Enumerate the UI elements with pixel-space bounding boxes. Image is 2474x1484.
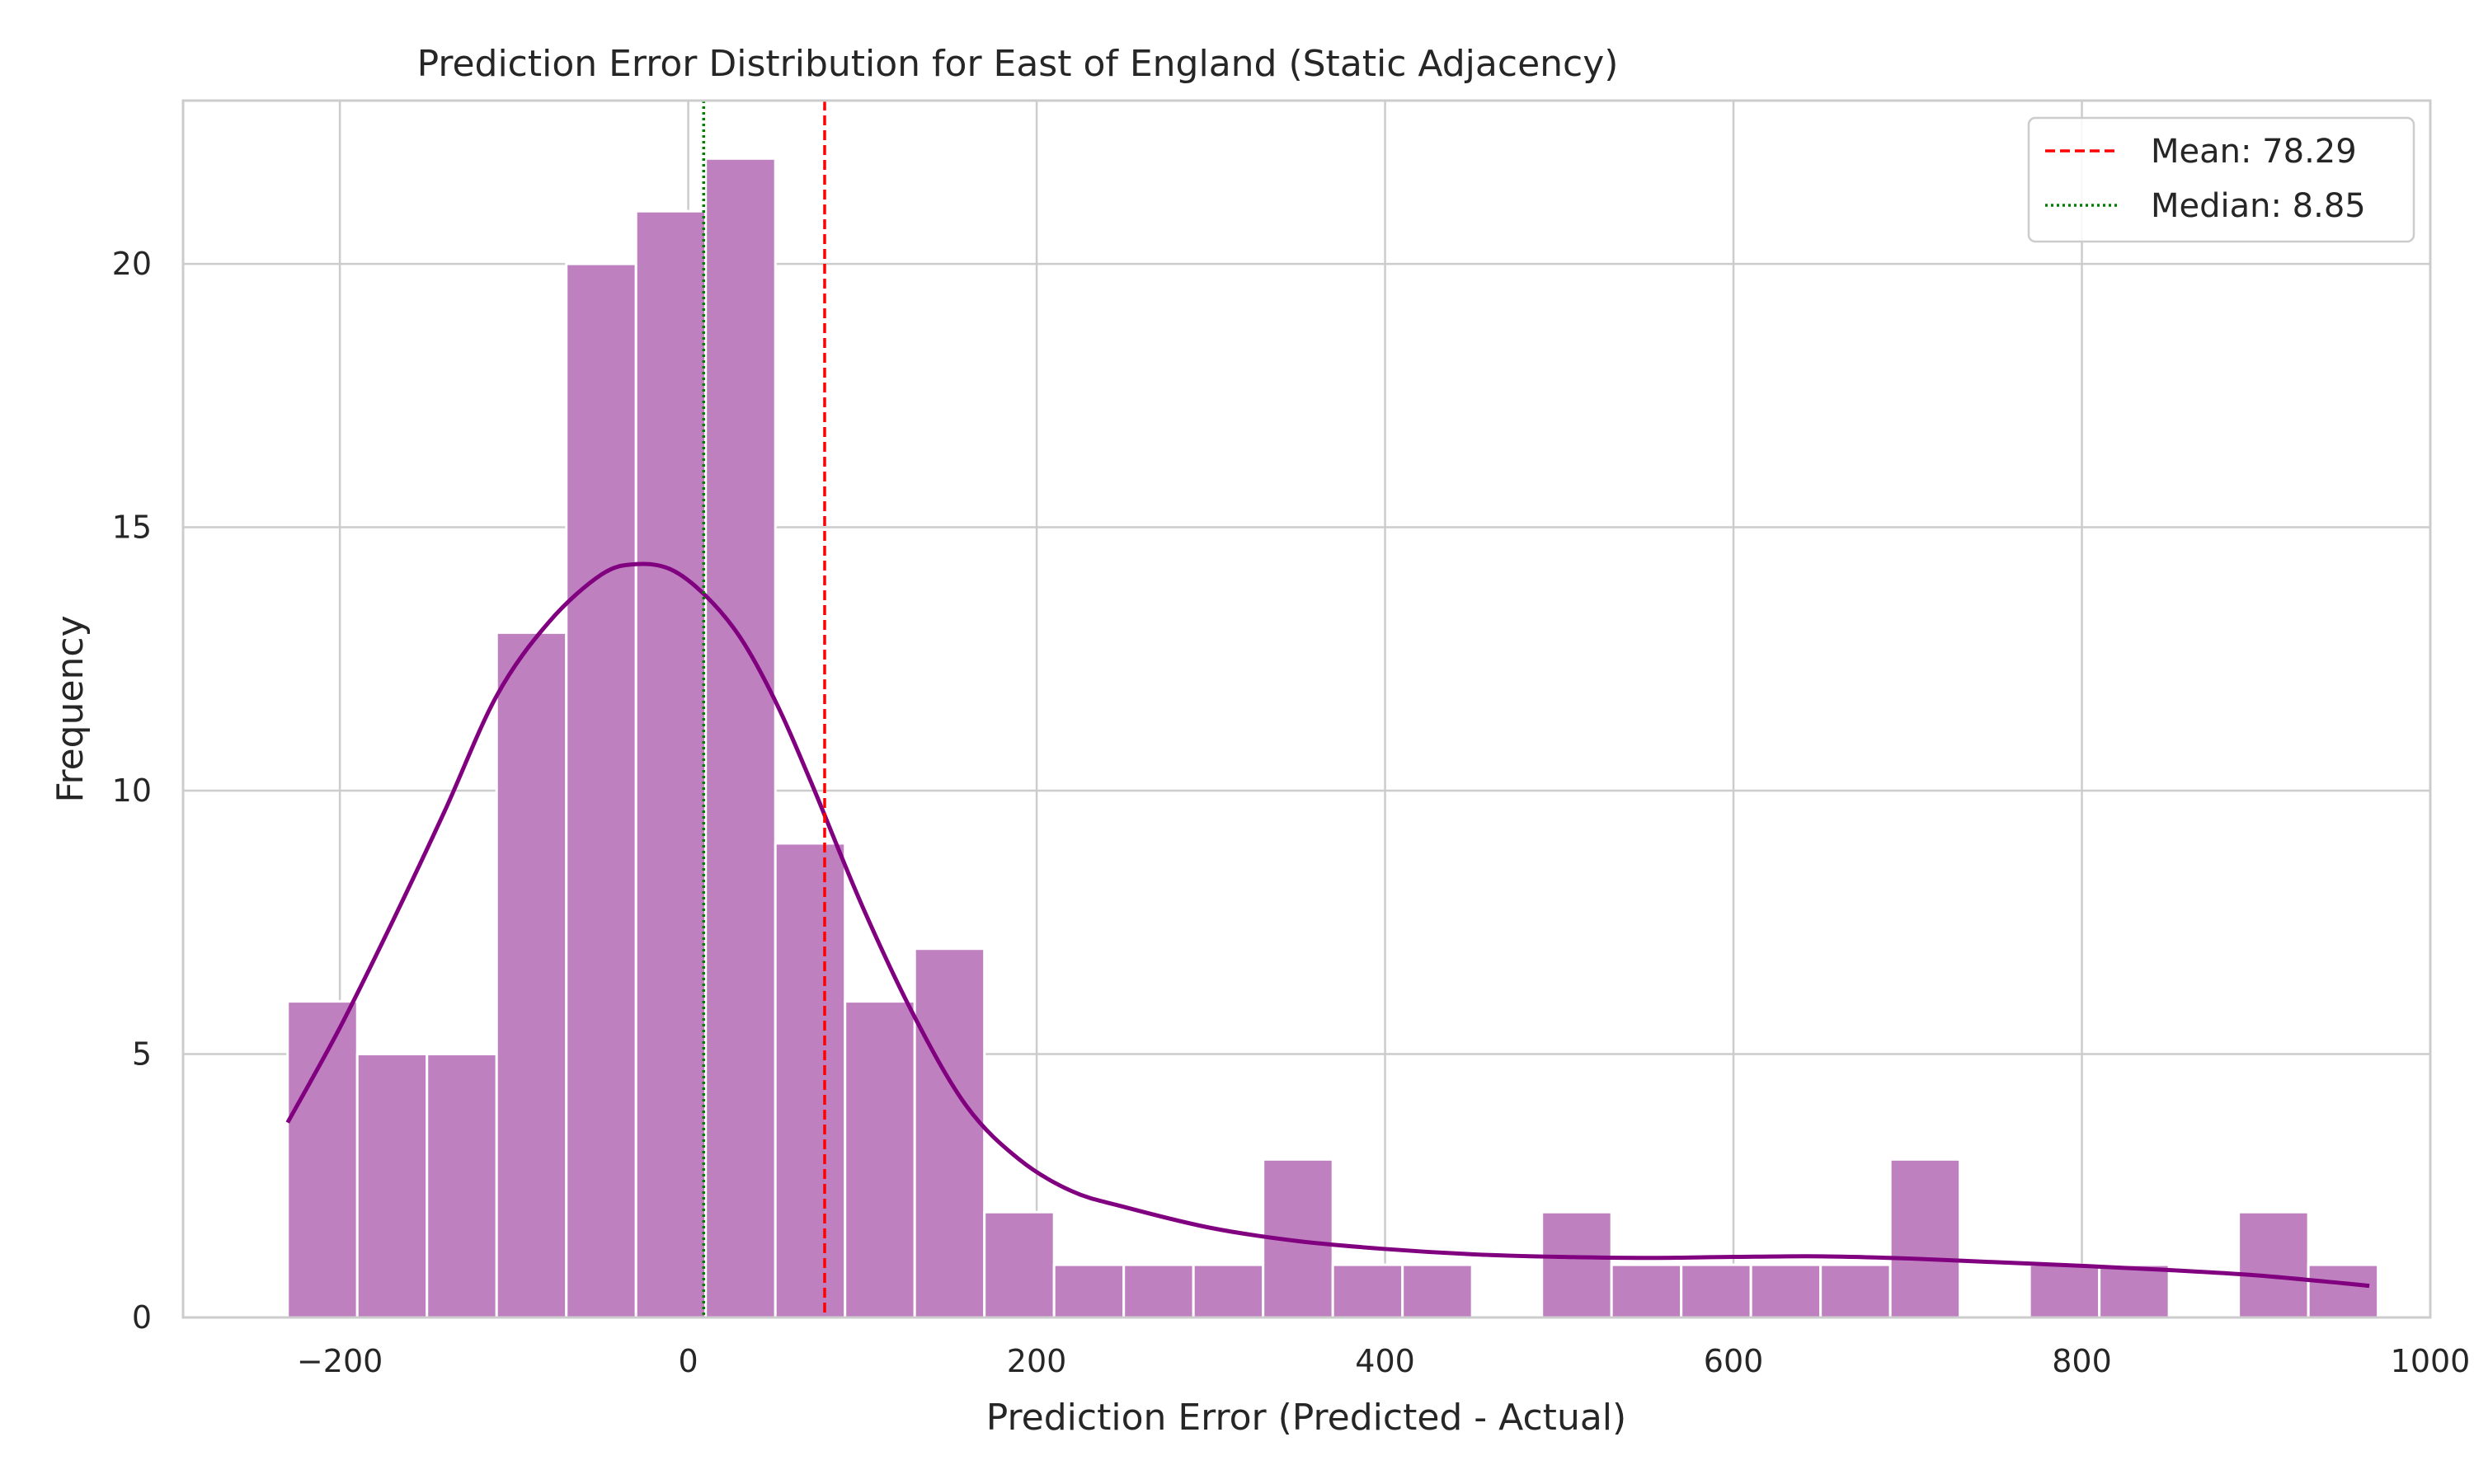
histogram-bar (1680, 1263, 1752, 1319)
x-tick-labels: −200 0 200 400 600 800 1000 (297, 1343, 2470, 1379)
histogram-bar (634, 209, 708, 1319)
chart-title: Prediction Error Distribution for East o… (417, 43, 1619, 85)
histogram-bar (1122, 1263, 1195, 1319)
histogram-bar (286, 1000, 359, 1319)
x-tick-label: 600 (1704, 1343, 1764, 1379)
x-axis-label: Prediction Error (Predicted - Actual) (986, 1397, 1626, 1439)
histogram-bar (565, 262, 637, 1319)
grid-lines (183, 101, 2432, 1319)
x-tick-label: 400 (1355, 1343, 1415, 1379)
legend-mean-label: Mean: 78.29 (2151, 133, 2357, 171)
histogram-bar (1331, 1263, 1404, 1319)
y-tick-label: 10 (112, 773, 152, 809)
histogram-bar (2028, 1263, 2101, 1319)
x-tick-label: 200 (1007, 1343, 1067, 1379)
histogram-bar (1192, 1263, 1265, 1319)
plot-frame (181, 99, 2432, 1319)
histogram-bar (844, 1000, 916, 1319)
y-tick-labels: 0 5 10 15 20 (112, 246, 152, 1336)
histogram-bar (704, 157, 777, 1319)
y-tick-label: 5 (132, 1036, 152, 1073)
y-tick-label: 20 (112, 246, 152, 282)
histogram-bar (495, 631, 568, 1319)
histogram-bar (2307, 1263, 2380, 1319)
histogram-bar (1610, 1263, 1683, 1319)
x-tick-label: −200 (297, 1343, 383, 1379)
histogram-bar (355, 1053, 429, 1319)
x-tick-label: 1000 (2391, 1343, 2471, 1379)
y-tick-label: 0 (132, 1299, 152, 1336)
histogram-bar (2098, 1263, 2171, 1319)
legend-box (2027, 116, 2415, 243)
histogram-bar (1749, 1263, 1823, 1319)
histogram-bars (286, 157, 2380, 1319)
legend-median-label: Median: 8.85 (2151, 187, 2366, 225)
y-tick-label: 15 (112, 510, 152, 546)
histogram-bar (1888, 1158, 1962, 1319)
histogram-bar (1819, 1263, 1892, 1319)
histogram-bar (913, 947, 986, 1319)
histogram-bar (774, 842, 847, 1319)
histogram-bar (983, 1210, 1056, 1319)
x-tick-label: 800 (2052, 1343, 2112, 1379)
x-tick-label: 0 (679, 1343, 698, 1379)
y-axis-label: Frequency (49, 615, 92, 802)
histogram-bar (426, 1053, 498, 1319)
histogram-bar (2237, 1210, 2310, 1319)
legend: Mean: 78.29 Median: 8.85 (2027, 116, 2415, 243)
histogram-bar (1401, 1263, 1474, 1319)
histogram-bar (1052, 1263, 1126, 1319)
kde-curve (285, 561, 2370, 1289)
histogram-bar (1540, 1210, 1613, 1319)
